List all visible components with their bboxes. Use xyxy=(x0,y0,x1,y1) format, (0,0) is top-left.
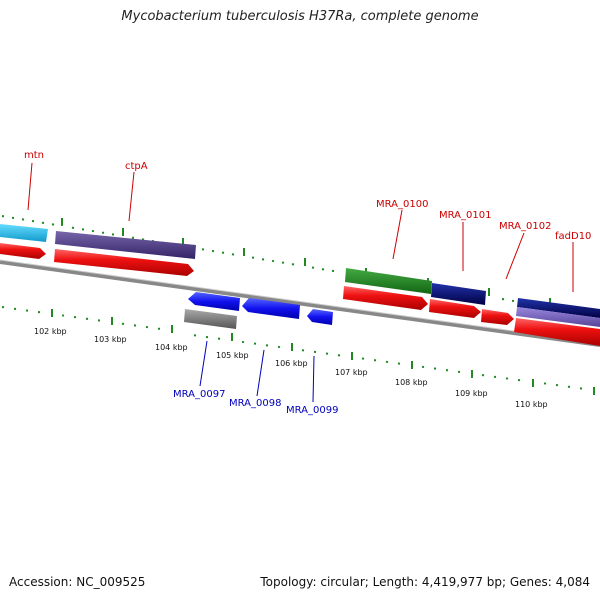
leader-MRA_0098 xyxy=(256,349,265,397)
gene-MRA_0097[interactable] xyxy=(188,292,240,311)
tick-label-107: 107 kbp xyxy=(335,368,368,377)
genome-summary-text: Topology: circular; Length: 4,419,977 bp… xyxy=(260,575,590,589)
leader-ctpA xyxy=(128,171,135,222)
tick-label-105: 105 kbp xyxy=(216,351,249,360)
gene-MRA_0097-grey[interactable] xyxy=(184,309,237,329)
label-MRA_0101[interactable]: MRA_0101 xyxy=(439,210,491,221)
tick-label-109: 109 kbp xyxy=(455,389,488,398)
gene-fadD10-top[interactable] xyxy=(517,298,600,318)
map-title: Mycobacterium tuberculosis H37Ra, comple… xyxy=(121,9,479,24)
accession-text: Accession: NC_009525 xyxy=(9,575,146,589)
cds-arrow-MRA_0100[interactable] xyxy=(343,286,428,310)
gene-mtn[interactable] xyxy=(0,224,48,242)
cds-arrow-fadD10[interactable] xyxy=(514,318,600,346)
label-fadD10[interactable]: fadD10 xyxy=(555,231,591,242)
leader-MRA_0099 xyxy=(312,355,315,403)
label-ctpA[interactable]: ctpA xyxy=(125,161,148,172)
tick-label-104: 104 kbp xyxy=(155,343,188,352)
label-MRA_0102[interactable]: MRA_0102 xyxy=(499,221,551,232)
gene-MRA_0100[interactable] xyxy=(345,268,432,294)
cds-arrow-MRA_0102[interactable] xyxy=(481,309,514,325)
gene-MRA_0099[interactable] xyxy=(307,309,333,325)
leader-MRA_0102 xyxy=(505,232,525,280)
label-MRA_0100[interactable]: MRA_0100 xyxy=(376,199,428,210)
leader-MRA_0097 xyxy=(199,340,208,387)
tick-label-108: 108 kbp xyxy=(395,378,428,387)
cds-arrow-MRA_0101[interactable] xyxy=(429,299,481,318)
cds-arrow-mtn[interactable] xyxy=(0,243,46,259)
cds-arrow-ctpA[interactable] xyxy=(54,249,194,276)
leader-mtn xyxy=(27,162,33,211)
tick-label-110: 110 kbp xyxy=(515,400,548,409)
tick-label-102: 102 kbp xyxy=(34,327,67,336)
label-MRA_0098[interactable]: MRA_0098 xyxy=(229,398,281,409)
lower-tick-line xyxy=(1,306,595,395)
label-mtn[interactable]: mtn xyxy=(24,150,44,161)
genome-backbone xyxy=(0,260,600,347)
gene-fadD10-lower[interactable] xyxy=(516,307,600,327)
label-MRA_0099[interactable]: MRA_0099 xyxy=(286,405,338,416)
gene-MRA_0101[interactable] xyxy=(431,283,486,305)
leader-MRA_0100 xyxy=(392,209,403,260)
tick-label-106: 106 kbp xyxy=(275,359,308,368)
tick-label-103: 103 kbp xyxy=(94,335,127,344)
label-MRA_0097[interactable]: MRA_0097 xyxy=(173,389,225,400)
gene-MRA_0098[interactable] xyxy=(242,298,300,319)
gene-ctpA[interactable] xyxy=(55,231,196,259)
